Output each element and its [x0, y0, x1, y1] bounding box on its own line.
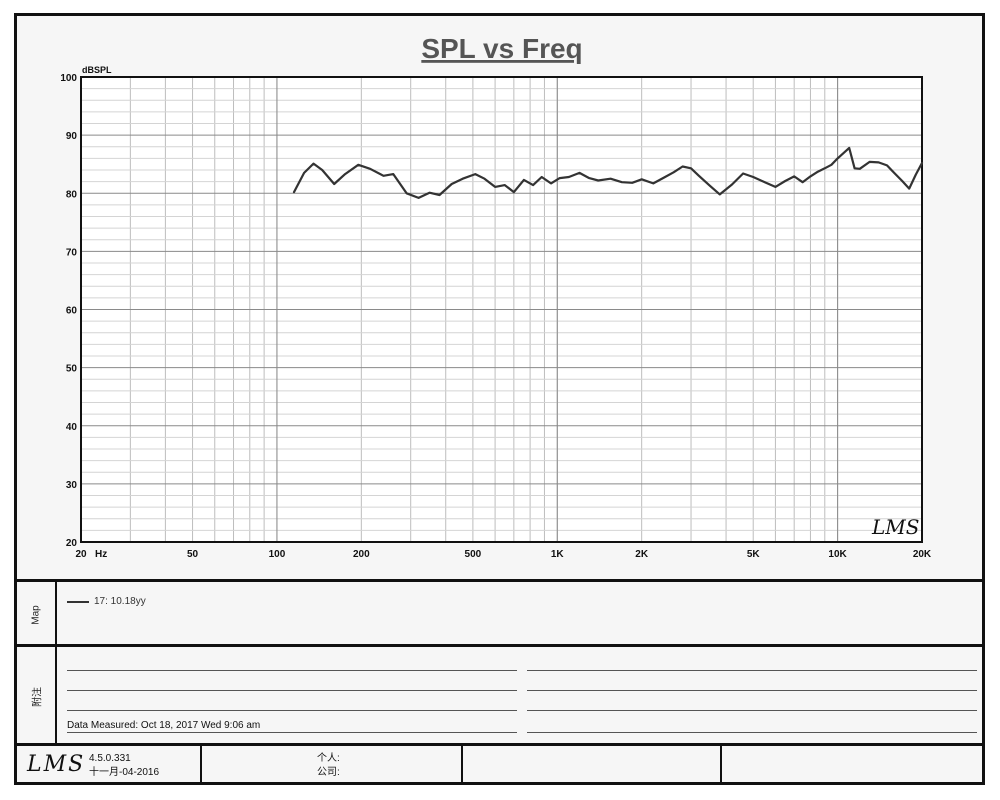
y-tick-label: 30	[66, 480, 78, 491]
notes-side-label: 附注	[17, 647, 57, 746]
y-tick-label: 100	[60, 73, 77, 84]
y-tick-label: 40	[66, 422, 78, 433]
y-tick-label: 60	[66, 306, 78, 317]
x-tick-label: 200	[353, 549, 370, 560]
x-tick-label: 20	[75, 549, 87, 560]
map-label: Map	[30, 604, 42, 625]
notes-panel: 附注 Data Measured: Oct 18, 2017 Wed 9:06 …	[17, 644, 982, 746]
x-tick-label: 50	[187, 549, 199, 560]
y-axis-label: dBSPL	[82, 65, 112, 75]
chart-area: 20 30 40 50 60 70 80 90 100 20 50 100 200 500 1K 2K 5K 1…	[17, 16, 982, 582]
note-line	[527, 732, 977, 733]
plot-frame	[80, 76, 923, 543]
legend-entry-label: 17: 10.18yy	[94, 596, 146, 607]
report-sheet: 20 30 40 50 60 70 80 90 100 20 50 100 200 500 1K 2K 5K 1…	[14, 13, 985, 785]
x-tick-label: 1K	[551, 549, 565, 560]
footer-version-cell: LMS 4.5.0.331 十一月-04-2016	[17, 746, 202, 785]
person-label: 个人:	[317, 753, 340, 764]
note-line	[527, 690, 977, 691]
chart-title: SPL vs Freq	[421, 33, 582, 64]
y-tick-label: 90	[66, 131, 78, 142]
build-date: 十一月-04-2016	[89, 767, 160, 778]
note-line	[67, 732, 517, 733]
x-tick-label: 100	[269, 549, 286, 560]
data-measured-text: Data Measured: Oct 18, 2017 Wed 9:06 am	[67, 720, 261, 731]
legend-line-swatch	[67, 600, 89, 603]
map-panel: Map 17: 10.18yy	[17, 579, 982, 647]
footer-person-cell: 个人: 公司:	[202, 746, 463, 785]
y-tick-label: 70	[66, 247, 78, 258]
x-tick-label: 5K	[747, 549, 761, 560]
note-line	[67, 670, 517, 671]
x-unit-label: Hz	[95, 549, 107, 560]
version-number: 4.5.0.331	[89, 753, 131, 764]
footer-blank-cell	[463, 746, 722, 785]
x-tick-label: 20K	[913, 549, 932, 560]
x-tick-label: 10K	[828, 549, 847, 560]
series-line	[292, 146, 924, 199]
note-line	[67, 710, 517, 711]
y-tick-label: 20	[66, 538, 78, 549]
version-info: 4.5.0.331 十一月-04-2016	[89, 752, 159, 780]
company-label: 公司:	[317, 767, 340, 778]
note-line	[527, 710, 977, 711]
spl-chart: 20 30 40 50 60 70 80 90 100 20 50 100 200 500 1K 2K 5K 1…	[60, 33, 932, 560]
lms-logo: LMS	[27, 752, 86, 777]
y-tick-label: 50	[66, 364, 78, 375]
legend-entry: 17: 10.18yy	[67, 596, 146, 607]
lms-watermark: LMS	[871, 515, 919, 539]
x-tick-label: 500	[465, 549, 482, 560]
notes-label: 附注	[32, 686, 44, 707]
footer-blank-cell	[722, 746, 982, 785]
note-line	[527, 670, 977, 671]
x-tick-label: 2K	[635, 549, 649, 560]
note-line	[67, 690, 517, 691]
footer-panel: LMS 4.5.0.331 十一月-04-2016 个人: 公司:	[17, 743, 982, 785]
map-side-label: Map	[17, 582, 57, 647]
y-tick-label: 80	[66, 189, 78, 200]
person-company-info: 个人: 公司:	[317, 752, 340, 780]
